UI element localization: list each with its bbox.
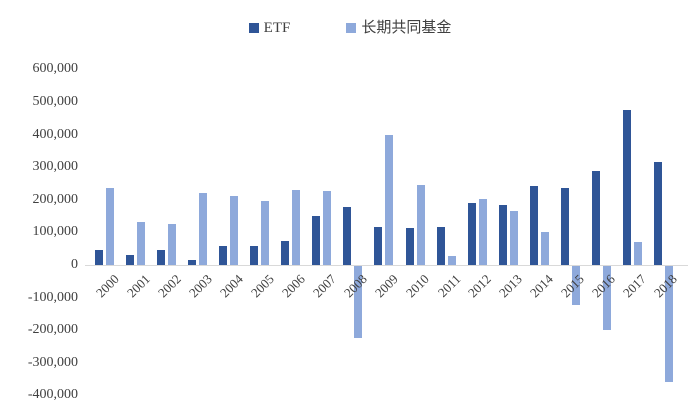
bar-mutual-funds-2017 xyxy=(633,242,642,265)
x-tick-label-2014: 2014 xyxy=(527,271,557,301)
bar-etf-2016 xyxy=(591,170,600,265)
bar-mutual-funds-2005 xyxy=(261,201,270,265)
bar-etf-2018 xyxy=(653,161,662,265)
bar-etf-2010 xyxy=(405,227,414,265)
bar-etf-2015 xyxy=(560,188,569,265)
legend-swatch-mutual-funds-icon xyxy=(346,23,357,33)
x-tick-label-2000: 2000 xyxy=(92,271,122,301)
legend-label-mutual-funds: 长期共同基金 xyxy=(361,20,452,36)
bar-etf-2009 xyxy=(374,227,383,265)
bar-etf-2014 xyxy=(529,186,538,265)
x-tick-label-2002: 2002 xyxy=(154,271,184,301)
x-tick-label-2004: 2004 xyxy=(216,271,246,301)
bar-mutual-funds-2013 xyxy=(509,210,518,265)
bar-etf-2001 xyxy=(126,255,135,265)
bar-mutual-funds-2001 xyxy=(137,221,146,265)
bar-etf-2013 xyxy=(498,204,507,265)
x-tick-label-2005: 2005 xyxy=(247,271,277,301)
bar-mutual-funds-2016 xyxy=(602,266,611,331)
x-tick-label-2006: 2006 xyxy=(278,271,308,301)
bar-mutual-funds-2004 xyxy=(230,195,239,265)
bar-mutual-funds-2006 xyxy=(292,190,301,265)
y-tick-label: -200,000 xyxy=(27,322,78,338)
y-tick-label: 0 xyxy=(71,257,78,272)
bar-mutual-funds-2014 xyxy=(540,232,549,265)
bar-etf-2002 xyxy=(157,250,166,265)
y-tick-label: 400,000 xyxy=(32,126,79,142)
bar-etf-2004 xyxy=(219,246,228,265)
x-tick-label-2008: 2008 xyxy=(340,271,370,301)
legend-label-etf: ETF xyxy=(263,20,291,36)
x-tick-label-2007: 2007 xyxy=(309,271,339,301)
bar-mutual-funds-2018 xyxy=(664,266,673,383)
bar-mutual-funds-2012 xyxy=(478,198,487,265)
bar-mutual-funds-2000 xyxy=(106,188,114,265)
legend: ETF 长期共同基金 xyxy=(0,19,700,37)
bar-etf-2008 xyxy=(343,206,352,265)
x-tick-label-2011: 2011 xyxy=(434,271,463,300)
bar-mutual-funds-2002 xyxy=(168,224,177,265)
y-tick-label: 600,000 xyxy=(32,61,79,77)
x-tick-label-2003: 2003 xyxy=(185,271,215,301)
y-tick-label: -400,000 xyxy=(27,387,78,403)
y-tick-label: -300,000 xyxy=(27,354,78,370)
y-tick-label: 200,000 xyxy=(32,191,79,207)
bar-etf-2000 xyxy=(95,250,103,265)
x-tick-label-2001: 2001 xyxy=(123,271,153,301)
x-tick-label-2013: 2013 xyxy=(496,271,526,301)
bar-etf-2017 xyxy=(622,109,631,265)
y-tick-label: 300,000 xyxy=(32,159,79,175)
bar-mutual-funds-2008 xyxy=(354,266,363,338)
y-tick-label: 500,000 xyxy=(32,94,79,109)
bar-etf-2006 xyxy=(281,240,290,265)
bar-etf-2007 xyxy=(312,215,321,265)
x-tick-label-2010: 2010 xyxy=(402,271,432,301)
x-tick-label-2017: 2017 xyxy=(620,271,650,301)
bar-etf-2012 xyxy=(467,203,476,265)
bar-mutual-funds-2007 xyxy=(323,190,332,265)
bar-etf-2011 xyxy=(436,226,445,265)
bar-mutual-funds-2003 xyxy=(199,192,208,265)
bar-etf-2005 xyxy=(250,246,259,265)
bar-etf-2003 xyxy=(188,259,197,265)
legend-item-etf: ETF xyxy=(248,19,291,37)
y-tick-label: 100,000 xyxy=(32,224,79,240)
bar-mutual-funds-2011 xyxy=(447,256,456,265)
legend-swatch-etf-icon xyxy=(248,23,259,33)
bar-mutual-funds-2015 xyxy=(571,266,580,306)
bar-mutual-funds-2010 xyxy=(416,185,425,265)
x-axis-line xyxy=(85,265,688,266)
x-tick-label-2012: 2012 xyxy=(465,271,495,301)
y-tick-label: -100,000 xyxy=(27,289,78,305)
bar-mutual-funds-2009 xyxy=(385,135,394,265)
x-tick-label-2009: 2009 xyxy=(371,271,401,301)
legend-item-mutual-funds: 长期共同基金 xyxy=(346,19,451,37)
